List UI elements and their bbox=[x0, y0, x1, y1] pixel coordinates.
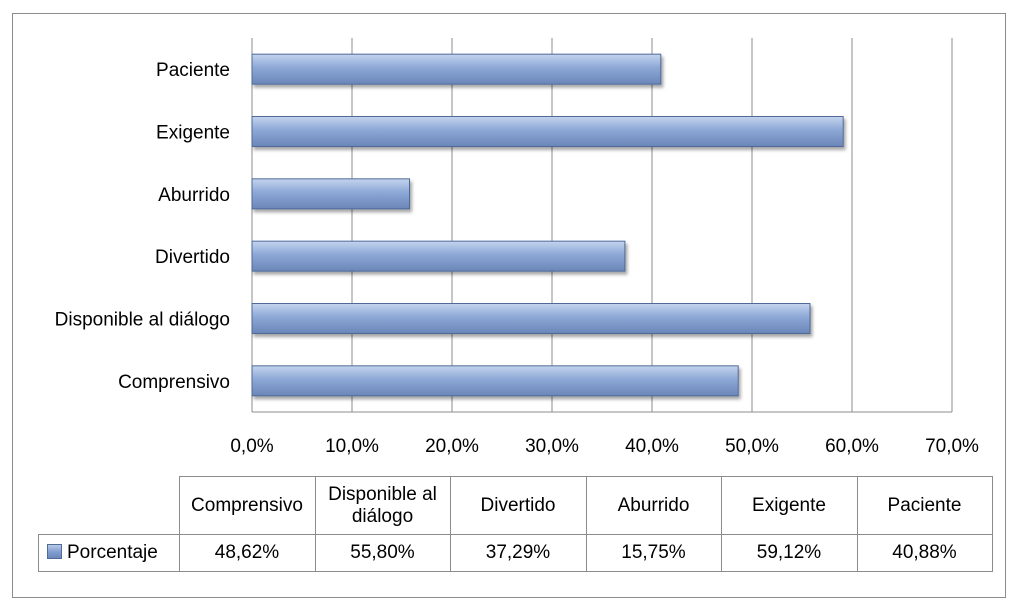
x-tick-label: 50,0% bbox=[725, 436, 779, 457]
table-value-cell: 48,62% bbox=[178, 534, 316, 572]
y-category-label: Divertido bbox=[155, 247, 230, 268]
x-tick-label: 70,0% bbox=[925, 436, 979, 457]
x-tick-label: 40,0% bbox=[625, 436, 679, 457]
table-header-cell: Disponible al diálogo bbox=[314, 476, 451, 535]
y-category-label: Exigente bbox=[156, 123, 230, 144]
bar bbox=[251, 303, 811, 334]
data-table: Comprensivo Disponible al diálogo Divert… bbox=[38, 476, 993, 572]
table-header-cell: Exigente bbox=[720, 476, 858, 535]
table-value-cell: 15,75% bbox=[585, 534, 722, 572]
legend-key-icon bbox=[47, 544, 62, 559]
table-value-cell: 55,80% bbox=[314, 534, 451, 572]
bar bbox=[251, 178, 410, 210]
table-header-cell: Aburrido bbox=[585, 476, 722, 535]
bar bbox=[251, 53, 662, 85]
table-value-cell: 59,12% bbox=[720, 534, 858, 572]
y-category-label: Comprensivo bbox=[118, 372, 230, 393]
bar bbox=[251, 116, 844, 147]
y-category-label: Paciente bbox=[156, 60, 230, 81]
table-header-cell: Paciente bbox=[856, 476, 993, 535]
table-value-cell: 37,29% bbox=[449, 534, 587, 572]
y-category-label: Disponible al diálogo bbox=[55, 310, 230, 331]
x-tick-label: 30,0% bbox=[525, 436, 579, 457]
x-tick-label: 0,0% bbox=[230, 436, 273, 457]
x-tick-label: 10,0% bbox=[325, 436, 379, 457]
bar bbox=[251, 365, 739, 397]
table-value-cell: 40,88% bbox=[856, 534, 993, 572]
y-category-label: Aburrido bbox=[158, 185, 230, 206]
table-header-cell: Divertido bbox=[449, 476, 587, 535]
legend-entry: Porcentaje bbox=[38, 534, 180, 572]
table-corner-cell bbox=[38, 476, 180, 535]
x-tick-label: 60,0% bbox=[825, 436, 879, 457]
table-header-cell: Comprensivo bbox=[178, 476, 316, 535]
table-header-row: Comprensivo Disponible al diálogo Divert… bbox=[38, 476, 993, 535]
x-tick-label: 20,0% bbox=[425, 436, 479, 457]
bar bbox=[251, 240, 626, 272]
legend-label: Porcentaje bbox=[67, 542, 158, 563]
table-row: Porcentaje 48,62% 55,80% 37,29% 15,75% 5… bbox=[38, 534, 993, 572]
